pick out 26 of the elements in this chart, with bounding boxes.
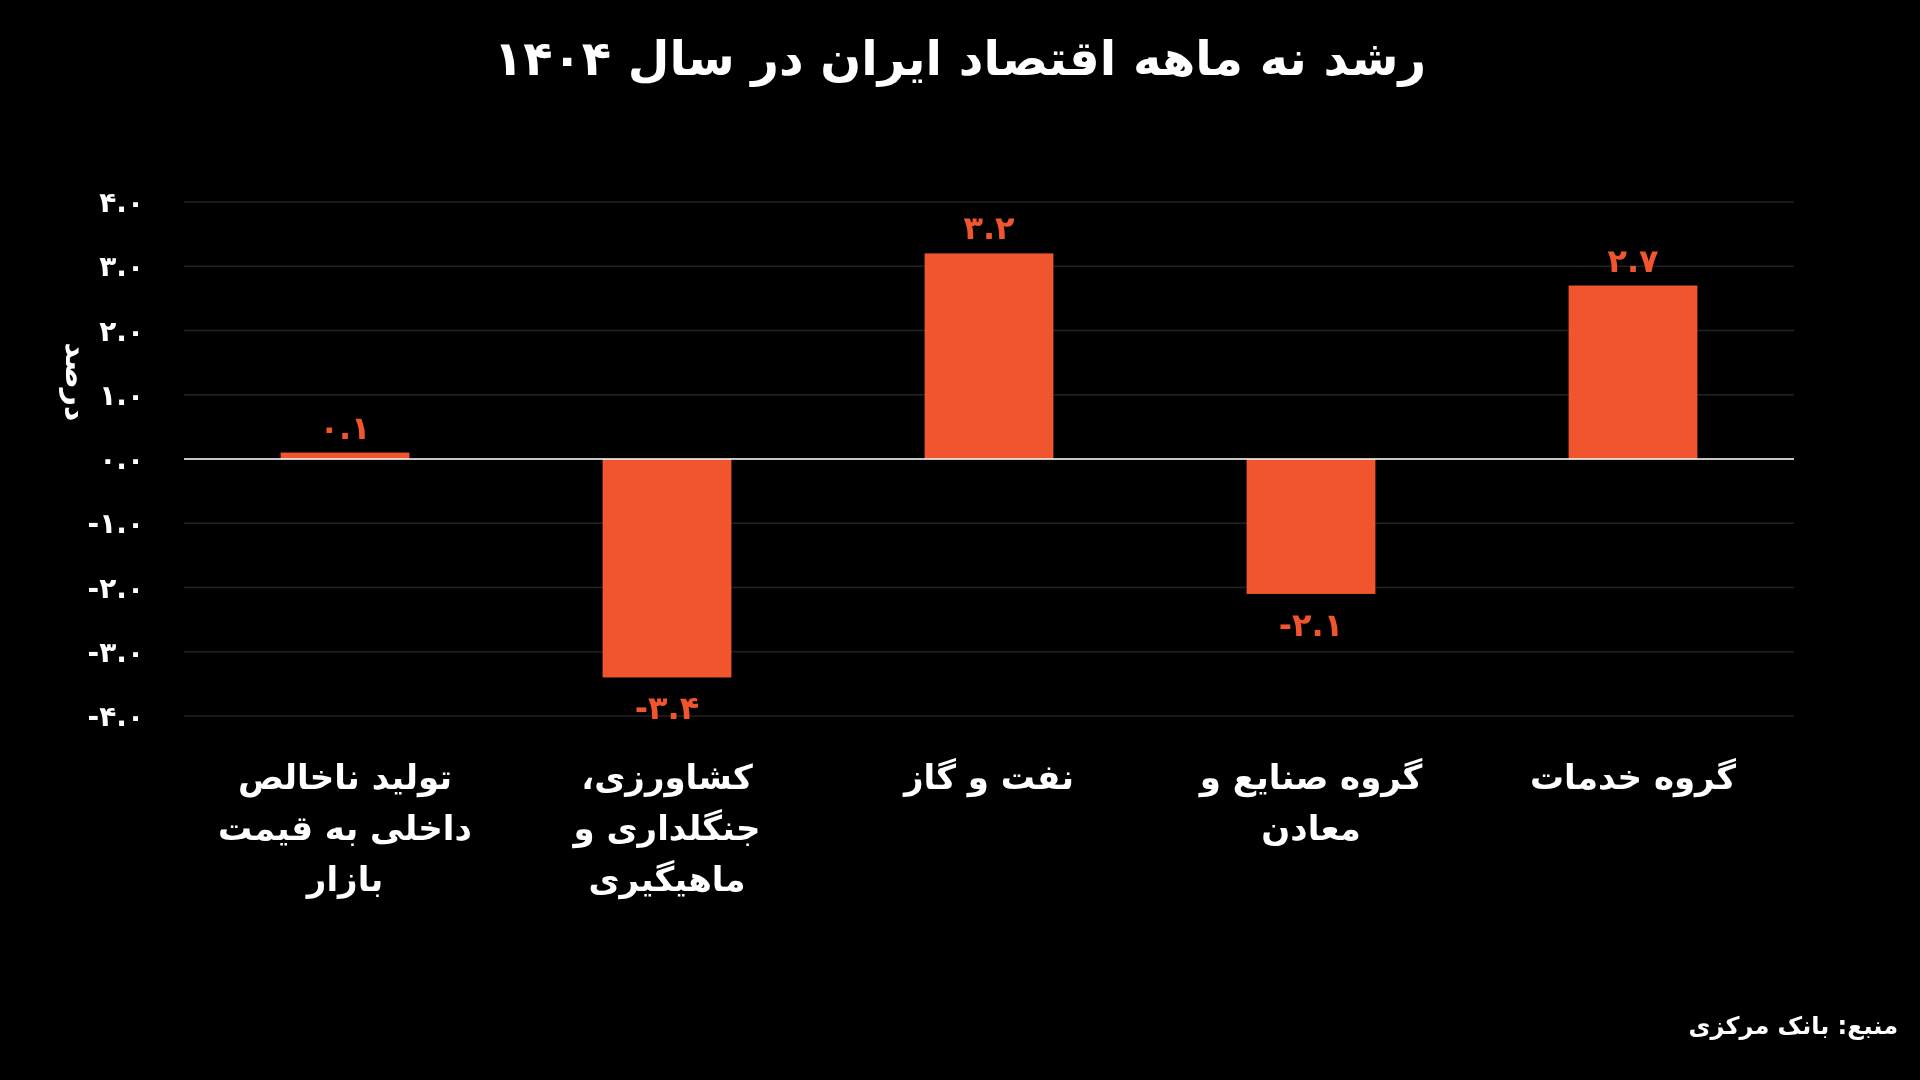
text: منبع: بانک مرکزی [1688,1012,1898,1040]
data-label: -۳.۴ [634,689,700,728]
y-tick-label: ۰.۰ [99,443,144,476]
y-tick-label: -۳.۰ [87,635,144,669]
x-tick-label: گروه خدمات [1528,756,1738,800]
y-tick-label: ۱.۰ [99,378,144,412]
bar [1246,459,1376,594]
bar [602,459,732,678]
y-tick-label: -۲.۰ [87,571,144,605]
y-tick-label: ۴.۰ [99,186,144,219]
data-label: ۳.۲ [963,209,1016,248]
x-tick-label: تولید ناخالص داخلی به قیمت بازار [217,756,473,901]
data-label: ۰.۱ [319,408,371,447]
y-tick-label: ۳.۰ [99,250,144,284]
data-label: -۲.۱ [1278,605,1344,644]
x-tick-label: کشاورزی، جنگلداری و ماهیگیری [571,756,762,902]
y-tick-label: ۲.۰ [99,314,144,348]
x-tick-label: گروه صنایع و معادن [1197,756,1424,850]
x-tick-label: نفت و گاز [901,756,1076,800]
data-label: ۲.۷ [1607,241,1660,280]
y-axis-title: درصد [59,342,94,422]
y-tick-label: -۱.۰ [87,507,144,541]
chart-title: رشد نه ماهه اقتصاد ایران در سال ۱۴۰۴ [492,30,1428,86]
y-tick-label: -۴.۰ [87,700,144,733]
bar [924,253,1054,459]
bar [1568,285,1698,459]
